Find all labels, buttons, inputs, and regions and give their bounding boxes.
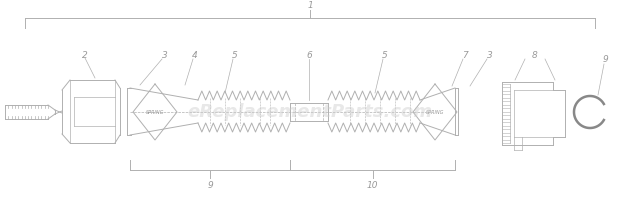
Text: 9: 9	[207, 182, 213, 190]
Text: 7: 7	[462, 50, 468, 60]
Text: 1: 1	[307, 2, 313, 10]
Text: 5: 5	[232, 50, 238, 60]
Text: 2: 2	[82, 50, 88, 60]
Text: 3: 3	[162, 50, 168, 60]
Text: 9: 9	[602, 56, 608, 64]
Text: 6: 6	[306, 50, 312, 60]
Text: 5: 5	[382, 50, 388, 60]
Text: 4: 4	[192, 50, 198, 60]
Text: eReplacementParts.com: eReplacementParts.com	[187, 103, 433, 121]
Text: SPRING: SPRING	[426, 109, 444, 114]
Text: 10: 10	[367, 182, 378, 190]
Text: 3: 3	[487, 50, 493, 60]
Text: 8: 8	[532, 50, 538, 60]
Text: SPRING: SPRING	[146, 109, 164, 114]
